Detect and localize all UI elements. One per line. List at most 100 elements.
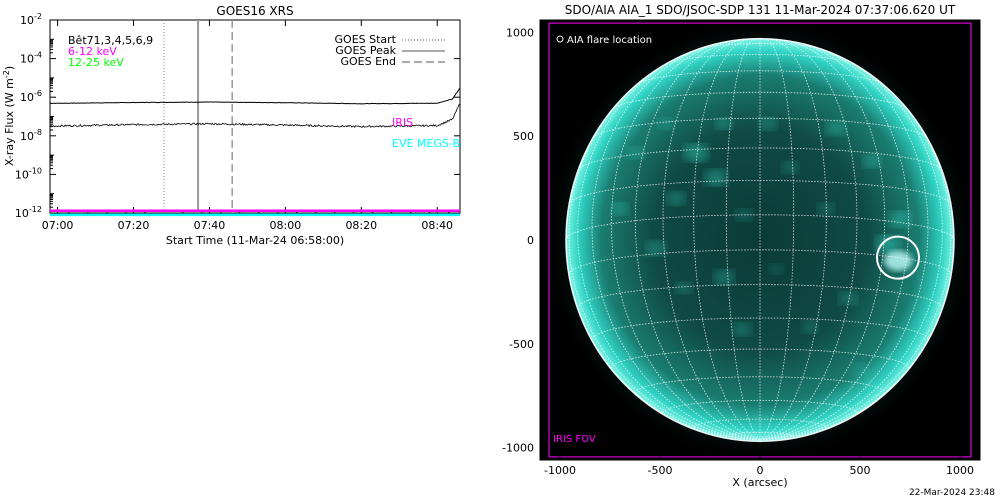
goes-y-tick-label: 10-2 (20, 12, 42, 27)
aia-legend-label: AIA flare location (567, 35, 652, 46)
flare-brightening (884, 250, 912, 271)
eve-annotation: EVE MEGS-B (392, 137, 460, 150)
goes-x-tick-label: 07:20 (118, 219, 150, 232)
goes-channel-label-long: Bêt71,3,4,5,6,9 (68, 34, 153, 47)
sun-disk (542, 20, 978, 460)
active-region-glow (628, 147, 644, 159)
aia-title: SDO/AIA AIA_1 SDO/JSOC-SDP 131 11-Mar-20… (565, 3, 956, 17)
goes-xrs-panel: GOES16 XRS 10-2 10-4 10-6 10-8 10-10 10-12 07… (2, 4, 461, 247)
goes-series-short (49, 103, 461, 128)
active-region-glow (826, 120, 846, 135)
grid-line (759, 44, 929, 441)
grid-line (634, 39, 761, 441)
aia-legend-marker (556, 35, 564, 43)
grid-line (759, 79, 952, 441)
grid-line (759, 38, 795, 441)
aia-y-axis: 1000 500 0 -500 -1000 (502, 26, 546, 455)
grid-line (565, 214, 955, 241)
goes-y-tick-label: 10-12 (15, 205, 42, 220)
grid-line (759, 40, 910, 441)
aia-y-tick-label: 500 (513, 130, 534, 143)
aia-x-tick-label: 0 (757, 464, 764, 477)
active-region-glow (714, 270, 734, 285)
active-region-glow (684, 144, 708, 162)
goes-y-axis: 10-2 10-4 10-6 10-8 10-10 10-12 (15, 12, 460, 220)
active-region-glow (759, 117, 777, 131)
grid-line (565, 239, 761, 441)
active-region-glow (818, 203, 834, 215)
legend-goes-peak-label: GOES Peak (335, 44, 396, 57)
active-region-glow (705, 170, 727, 186)
grid-line (693, 38, 761, 441)
grid-line (610, 40, 761, 441)
goes-x-tick-label: 08:20 (345, 219, 377, 232)
goes-event-lines (163, 20, 233, 213)
active-region-glow (612, 203, 628, 215)
goes-y-label: X-ray Flux (W m-2) (2, 66, 16, 166)
goes-y-tick-label: 10-4 (20, 51, 42, 66)
active-region-glow (782, 161, 798, 173)
goes-title: GOES16 XRS (216, 4, 293, 18)
grid-line (759, 51, 943, 441)
grid-line (662, 39, 761, 441)
goes-legend: GOES Start GOES Peak GOES End (335, 33, 445, 68)
aia-x-tick-label: -1000 (544, 464, 576, 477)
active-region-glow (769, 264, 783, 274)
active-region-glow (802, 321, 818, 333)
grid-line (591, 44, 761, 441)
grid-line (759, 39, 858, 441)
grid-line (636, 70, 884, 85)
active-region-glow (733, 322, 751, 336)
iris-fov-label: IRIS FOV (553, 434, 596, 445)
active-region-glow (736, 209, 752, 221)
goes-y-tick-label: 10-6 (20, 89, 42, 104)
goes-x-tick-label: 07:40 (194, 219, 226, 232)
aia-flare-location-marker (876, 235, 920, 280)
grid-line (592, 117, 928, 139)
active-region-glow (876, 235, 900, 253)
active-region-glow (852, 363, 868, 375)
active-region-glow (863, 154, 881, 168)
footer-timestamp: 22-Mar-2024 23:48 (909, 488, 995, 498)
active-region-glow (646, 241, 666, 256)
heliographic-grid (565, 38, 955, 441)
active-region-glow (889, 211, 911, 227)
goes-series (49, 87, 461, 217)
grid-line (759, 38, 827, 441)
legend-goes-start-label: GOES Start (335, 33, 397, 46)
grid-line (759, 39, 886, 441)
aia-x-axis: -1000 -500 0 500 1000 (544, 454, 974, 477)
aia-y-tick-label: 0 (527, 234, 534, 247)
active-region-glow (658, 118, 674, 130)
aia-y-tick-label: 1000 (506, 26, 534, 39)
grid-line (568, 79, 761, 441)
aia-y-tick-label: -1000 (502, 442, 534, 455)
grid-line (568, 180, 952, 205)
goes-channel-label-12-25: 12-25 keV (68, 56, 124, 69)
grid-line (591, 317, 929, 340)
grid-line (577, 51, 761, 441)
goes-x-tick-label: 07:00 (42, 219, 74, 232)
grid-line (725, 38, 761, 441)
grid-line (725, 431, 795, 437)
iris-annotation: IRIS (392, 116, 413, 129)
active-region-glow (676, 282, 692, 294)
goes-series-long (49, 87, 461, 105)
grid-line (612, 91, 908, 110)
goes-x-tick-label: 08:00 (270, 219, 302, 232)
goes-y-tick-label: 10-10 (15, 166, 42, 181)
aia-image-panel: SDO/AIA AIA_1 SDO/JSOC-SDP 131 11-Mar-20… (502, 3, 981, 489)
goes-x-tick-label: 08:40 (421, 219, 453, 232)
goes-y-tick-label: 10-8 (20, 128, 42, 143)
grid-line (736, 38, 784, 41)
solar-disk (566, 38, 954, 442)
active-region-glow (716, 118, 732, 130)
grid-line (698, 43, 822, 50)
aia-x-label: X (arcsec) (732, 476, 787, 489)
active-region-glow (839, 291, 857, 305)
goes-x-axis: 07:00 07:20 07:40 08:00 08:20 08:40 (42, 20, 453, 232)
legend-goes-end-label: GOES End (340, 55, 396, 68)
goes-channel-label-6-12: 6-12 keV (68, 45, 117, 58)
grid-line (759, 239, 955, 441)
